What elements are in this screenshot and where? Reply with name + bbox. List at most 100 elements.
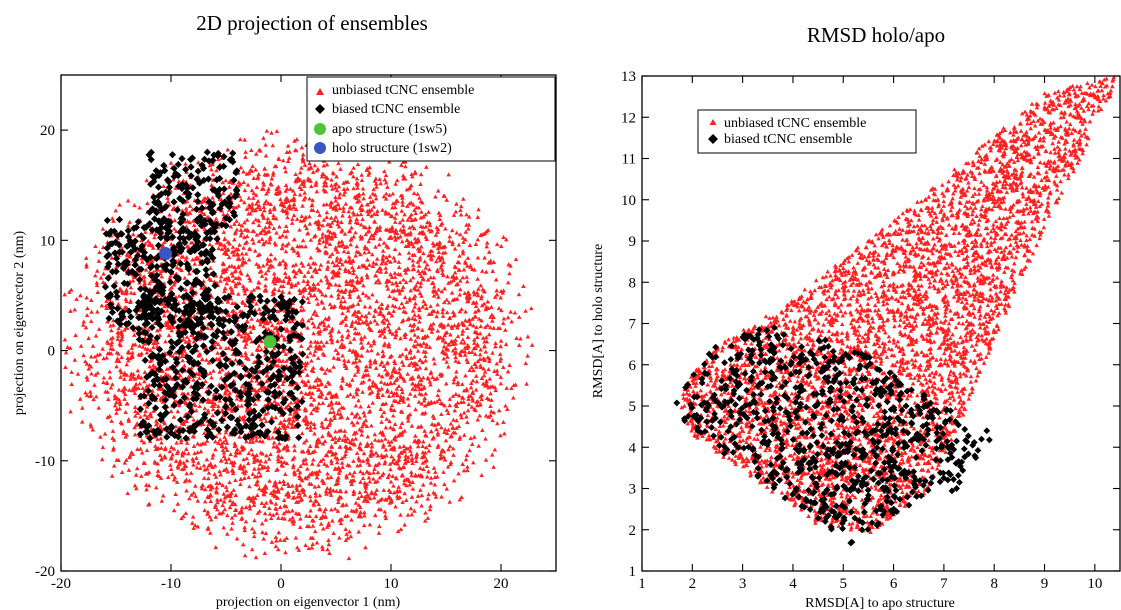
unbiased-point [321, 343, 327, 348]
unbiased-point [238, 197, 244, 202]
unbiased-point [464, 274, 469, 279]
unbiased-point [302, 183, 307, 188]
unbiased-point [380, 392, 386, 398]
unbiased-point [360, 217, 365, 222]
unbiased-point [345, 436, 350, 441]
unbiased-point [296, 547, 302, 552]
unbiased-point [421, 375, 426, 380]
unbiased-point [336, 292, 341, 297]
unbiased-point [78, 293, 83, 298]
unbiased-point [378, 309, 383, 314]
unbiased-point [225, 147, 231, 152]
unbiased-point [423, 445, 429, 450]
unbiased-point [392, 421, 398, 426]
unbiased-point [471, 337, 477, 342]
unbiased-point [338, 521, 344, 526]
unbiased-point [111, 445, 116, 450]
unbiased-point [113, 279, 119, 284]
unbiased-point [81, 319, 87, 324]
unbiased-point [270, 143, 276, 148]
unbiased-point [456, 424, 462, 429]
unbiased-point [298, 516, 303, 521]
unbiased-point [357, 358, 362, 363]
unbiased-point [287, 420, 292, 425]
unbiased-point [375, 390, 381, 395]
unbiased-point [168, 242, 174, 247]
unbiased-point [154, 328, 160, 333]
unbiased-point [330, 326, 335, 331]
unbiased-point [387, 159, 392, 164]
unbiased-point [474, 334, 480, 340]
unbiased-point [476, 443, 481, 448]
unbiased-point [357, 458, 363, 463]
unbiased-point [215, 500, 220, 505]
unbiased-point [272, 207, 277, 212]
unbiased-point [271, 226, 277, 231]
unbiased-point [263, 231, 268, 236]
unbiased-point [85, 306, 90, 311]
unbiased-point [263, 276, 269, 281]
unbiased-point [379, 452, 384, 458]
unbiased-point [264, 128, 270, 133]
unbiased-point [253, 217, 259, 222]
unbiased-point [202, 211, 207, 216]
unbiased-point [191, 525, 196, 531]
unbiased-point [358, 404, 363, 409]
unbiased-point [146, 502, 151, 507]
unbiased-point [321, 239, 326, 244]
unbiased-point [292, 448, 297, 453]
unbiased-point [271, 444, 276, 449]
unbiased-point [294, 137, 300, 142]
unbiased-point [201, 421, 206, 426]
unbiased-point [221, 491, 227, 496]
unbiased-point [429, 421, 435, 426]
unbiased-point [191, 443, 197, 448]
unbiased-point [104, 355, 109, 360]
unbiased-point [320, 231, 326, 236]
unbiased-point [237, 137, 243, 142]
unbiased-point [183, 510, 189, 516]
unbiased-point [457, 253, 462, 258]
unbiased-point [184, 440, 190, 445]
unbiased-point [365, 460, 371, 465]
unbiased-point [418, 244, 424, 249]
unbiased-point [256, 343, 262, 348]
unbiased-point [437, 212, 443, 218]
unbiased-point [282, 308, 288, 313]
unbiased-point [103, 303, 109, 308]
unbiased-point [429, 257, 434, 262]
unbiased-point [447, 396, 453, 401]
unbiased-point [256, 218, 261, 223]
unbiased-point [231, 249, 237, 254]
unbiased-point [444, 359, 449, 364]
unbiased-point [523, 360, 529, 366]
unbiased-point [99, 457, 105, 462]
unbiased-point [153, 231, 158, 236]
unbiased-point [222, 381, 228, 386]
unbiased-point [368, 361, 373, 366]
unbiased-point [155, 392, 161, 397]
unbiased-point [431, 243, 437, 248]
unbiased-point [338, 256, 343, 262]
unbiased-point [387, 253, 392, 258]
unbiased-point [236, 203, 241, 208]
unbiased-point [461, 410, 467, 415]
unbiased-point [442, 333, 448, 338]
unbiased-point [249, 378, 254, 383]
unbiased-point [372, 358, 378, 363]
unbiased-point [383, 269, 389, 274]
unbiased-point [221, 229, 227, 234]
unbiased-point [273, 415, 279, 420]
unbiased-point [238, 233, 244, 238]
unbiased-point [481, 366, 486, 371]
unbiased-point [133, 413, 138, 418]
unbiased-point [372, 219, 377, 224]
unbiased-point [422, 395, 427, 401]
unbiased-point [347, 292, 353, 297]
unbiased-point [428, 322, 434, 327]
unbiased-point [277, 479, 283, 484]
unbiased-point [326, 542, 332, 547]
unbiased-point [261, 215, 266, 220]
unbiased-point [340, 294, 346, 300]
